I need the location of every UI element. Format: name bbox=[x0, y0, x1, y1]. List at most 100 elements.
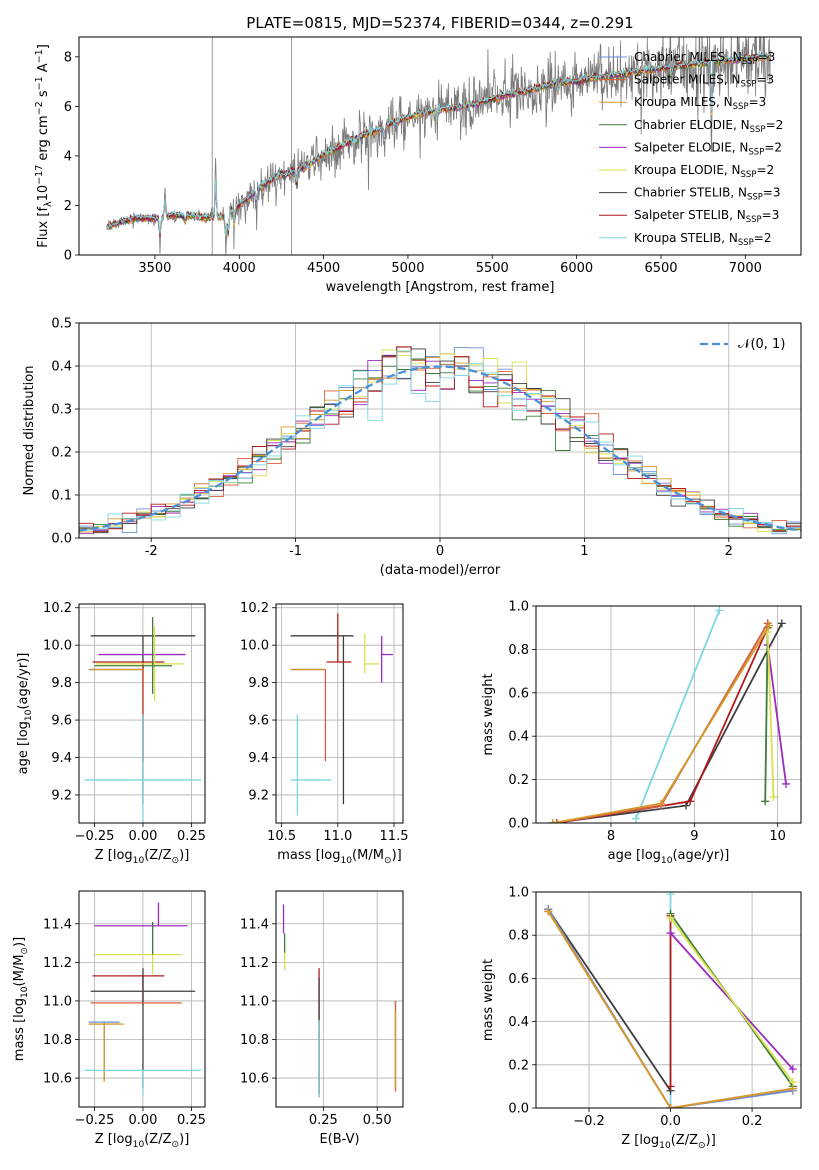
y-tick-label: 1.0 bbox=[508, 600, 529, 615]
x-axis-label: Z [log10(Z/Z⊙)] bbox=[95, 848, 190, 866]
plus-marker bbox=[682, 801, 690, 810]
legend-label: Chabrier STELIB, NSSP=3 bbox=[634, 186, 781, 203]
x-tick-label: 10 bbox=[769, 829, 786, 844]
mass-weight-line-cm bbox=[552, 622, 769, 823]
y-axis-label: mass weight bbox=[481, 673, 496, 755]
x-tick-label: 5500 bbox=[476, 261, 509, 276]
y-tick-label: 11.0 bbox=[43, 994, 72, 1009]
y-tick-label: 11.0 bbox=[240, 994, 269, 1009]
x-axis-label: age [log10(age/yr)] bbox=[608, 848, 730, 866]
y-tick-label: 11.2 bbox=[240, 956, 269, 971]
x-tick-label: 1 bbox=[580, 544, 588, 559]
y-tick-label: 0.8 bbox=[508, 929, 529, 944]
y-tick-label: 0.5 bbox=[51, 317, 72, 332]
mass-weight-line-ks bbox=[635, 609, 721, 820]
x-tick-label: 3500 bbox=[138, 261, 171, 276]
x-tick-label: 4500 bbox=[307, 261, 340, 276]
age_vs_mass-panel: 10.5 11.0 11.5 9.2 9.4 9.6 9.8 10.0 10.2 mass [lo… bbox=[240, 601, 408, 866]
residuals-plot-area bbox=[79, 346, 801, 538]
mass-weight-line-km bbox=[547, 910, 793, 1108]
plus-marker bbox=[548, 819, 557, 823]
spectrum-plot-area bbox=[106, 37, 772, 255]
plus-marker bbox=[765, 621, 774, 630]
y-tick-label: 9.8 bbox=[248, 676, 269, 691]
plus-marker bbox=[544, 907, 553, 916]
y-tick-label: 0.8 bbox=[508, 643, 529, 658]
plus-marker bbox=[777, 619, 786, 628]
x-tick-label: −0.2 bbox=[573, 1114, 605, 1129]
data-point bbox=[96, 626, 184, 702]
y-tick-label: 0.0 bbox=[51, 532, 72, 547]
mass_vs_ebv-plot-area bbox=[282, 904, 397, 1098]
y-tick-label: 0.3 bbox=[51, 403, 72, 418]
residual-histogram-ks bbox=[79, 350, 801, 538]
x-tick-label: 10.5 bbox=[267, 829, 296, 844]
mass_vs_Z-frame bbox=[78, 890, 206, 1108]
y-tick-label: 0.4 bbox=[51, 360, 72, 375]
y-tick-label: 0.1 bbox=[51, 489, 72, 504]
plus-marker bbox=[666, 929, 675, 938]
age_vs_mass-plot-area bbox=[290, 613, 393, 816]
x-tick-label: 0.25 bbox=[309, 1113, 338, 1128]
age_vs_Z-panel: −0.25 0.00 0.25 9.2 9.4 9.6 9.8 10.0 10.2 Z [log1… bbox=[16, 601, 206, 866]
y-tick-label: 10.2 bbox=[43, 601, 72, 616]
legend-label: Chabrier MILES, NSSP=3 bbox=[634, 50, 775, 67]
y-tick-label: 9.4 bbox=[248, 751, 269, 766]
y-tick-label: 0.6 bbox=[508, 686, 529, 701]
mass-weight-line-ce bbox=[764, 627, 769, 802]
mass-weight-line-ke bbox=[766, 631, 775, 798]
y-tick-label: 9.2 bbox=[51, 788, 72, 803]
plus-marker bbox=[686, 797, 695, 806]
y-tick-label: 0.2 bbox=[508, 773, 529, 788]
x-axis-label: (data-model)/error bbox=[380, 563, 501, 578]
x-tick-label: 0.25 bbox=[177, 1113, 206, 1128]
massweight_vs_Z-panel: −0.2 0.0 0.2 0.0 0.2 0.4 0.6 0.8 1.0 Z [log10(Z/Z… bbox=[481, 886, 802, 1151]
spectrum-panel: 3500 4000 4500 5000 5500 6000 6500 7000 0 2 4 6 8 wav… bbox=[34, 36, 802, 295]
x-tick-label: 11.0 bbox=[323, 829, 352, 844]
y-tick-label: 4 bbox=[64, 149, 72, 164]
x-tick-label: −0.25 bbox=[75, 829, 115, 844]
x-tick-label: -2 bbox=[145, 544, 158, 559]
age_vs_mass-frame bbox=[275, 603, 404, 824]
y-tick-label: 10.8 bbox=[43, 1033, 72, 1048]
plus-marker bbox=[666, 1104, 675, 1108]
x-tick-label: 0.25 bbox=[177, 829, 206, 844]
data-point bbox=[90, 668, 144, 762]
plus-marker bbox=[666, 892, 675, 899]
x-tick-label: 0 bbox=[436, 544, 444, 559]
y-axis-label: mass weight bbox=[481, 959, 496, 1041]
data-point bbox=[94, 902, 188, 927]
x-tick-label: 7000 bbox=[729, 261, 762, 276]
data-point bbox=[94, 617, 173, 694]
y-tick-label: 0.4 bbox=[508, 1015, 529, 1030]
x-axis-label: Z [log10(Z/Z⊙)] bbox=[621, 1133, 716, 1151]
figure-title: PLATE=0815, MJD=52374, FIBERID=0344, z=0… bbox=[246, 14, 633, 32]
x-tick-label: 8 bbox=[607, 829, 615, 844]
y-axis-label: mass [log10(M/M⊙)] bbox=[12, 937, 30, 1061]
y-tick-label: 9.6 bbox=[51, 714, 72, 729]
y-tick-label: 8 bbox=[64, 50, 72, 65]
y-tick-label: 0.0 bbox=[508, 817, 529, 832]
x-tick-label: 6000 bbox=[560, 261, 593, 276]
massweight_vs_Z-frame bbox=[535, 891, 802, 1109]
massweight_vs_Z-plot-area bbox=[544, 892, 797, 1108]
massweight_vs_age-plot-area bbox=[548, 606, 790, 823]
data-point bbox=[92, 975, 165, 1005]
x-tick-label: 9 bbox=[690, 829, 698, 844]
y-tick-label: 0 bbox=[64, 249, 72, 264]
plus-marker bbox=[666, 1082, 675, 1091]
plus-marker bbox=[761, 797, 770, 806]
legend-label: Kroupa MILES, NSSP=3 bbox=[634, 95, 766, 112]
plus-marker bbox=[552, 819, 561, 823]
x-tick-label: 0.50 bbox=[363, 1113, 392, 1128]
y-tick-label: 6 bbox=[64, 100, 72, 115]
x-tick-label: 0.2 bbox=[742, 1114, 763, 1129]
normal-reference-curve bbox=[79, 365, 801, 532]
y-tick-label: 10.6 bbox=[43, 1072, 72, 1087]
legend-label: 𝒩(0, 1) bbox=[738, 337, 785, 352]
x-tick-label: 6500 bbox=[644, 261, 677, 276]
plus-marker bbox=[715, 606, 724, 615]
data-point bbox=[380, 635, 393, 683]
y-tick-label: 0.2 bbox=[51, 446, 72, 461]
